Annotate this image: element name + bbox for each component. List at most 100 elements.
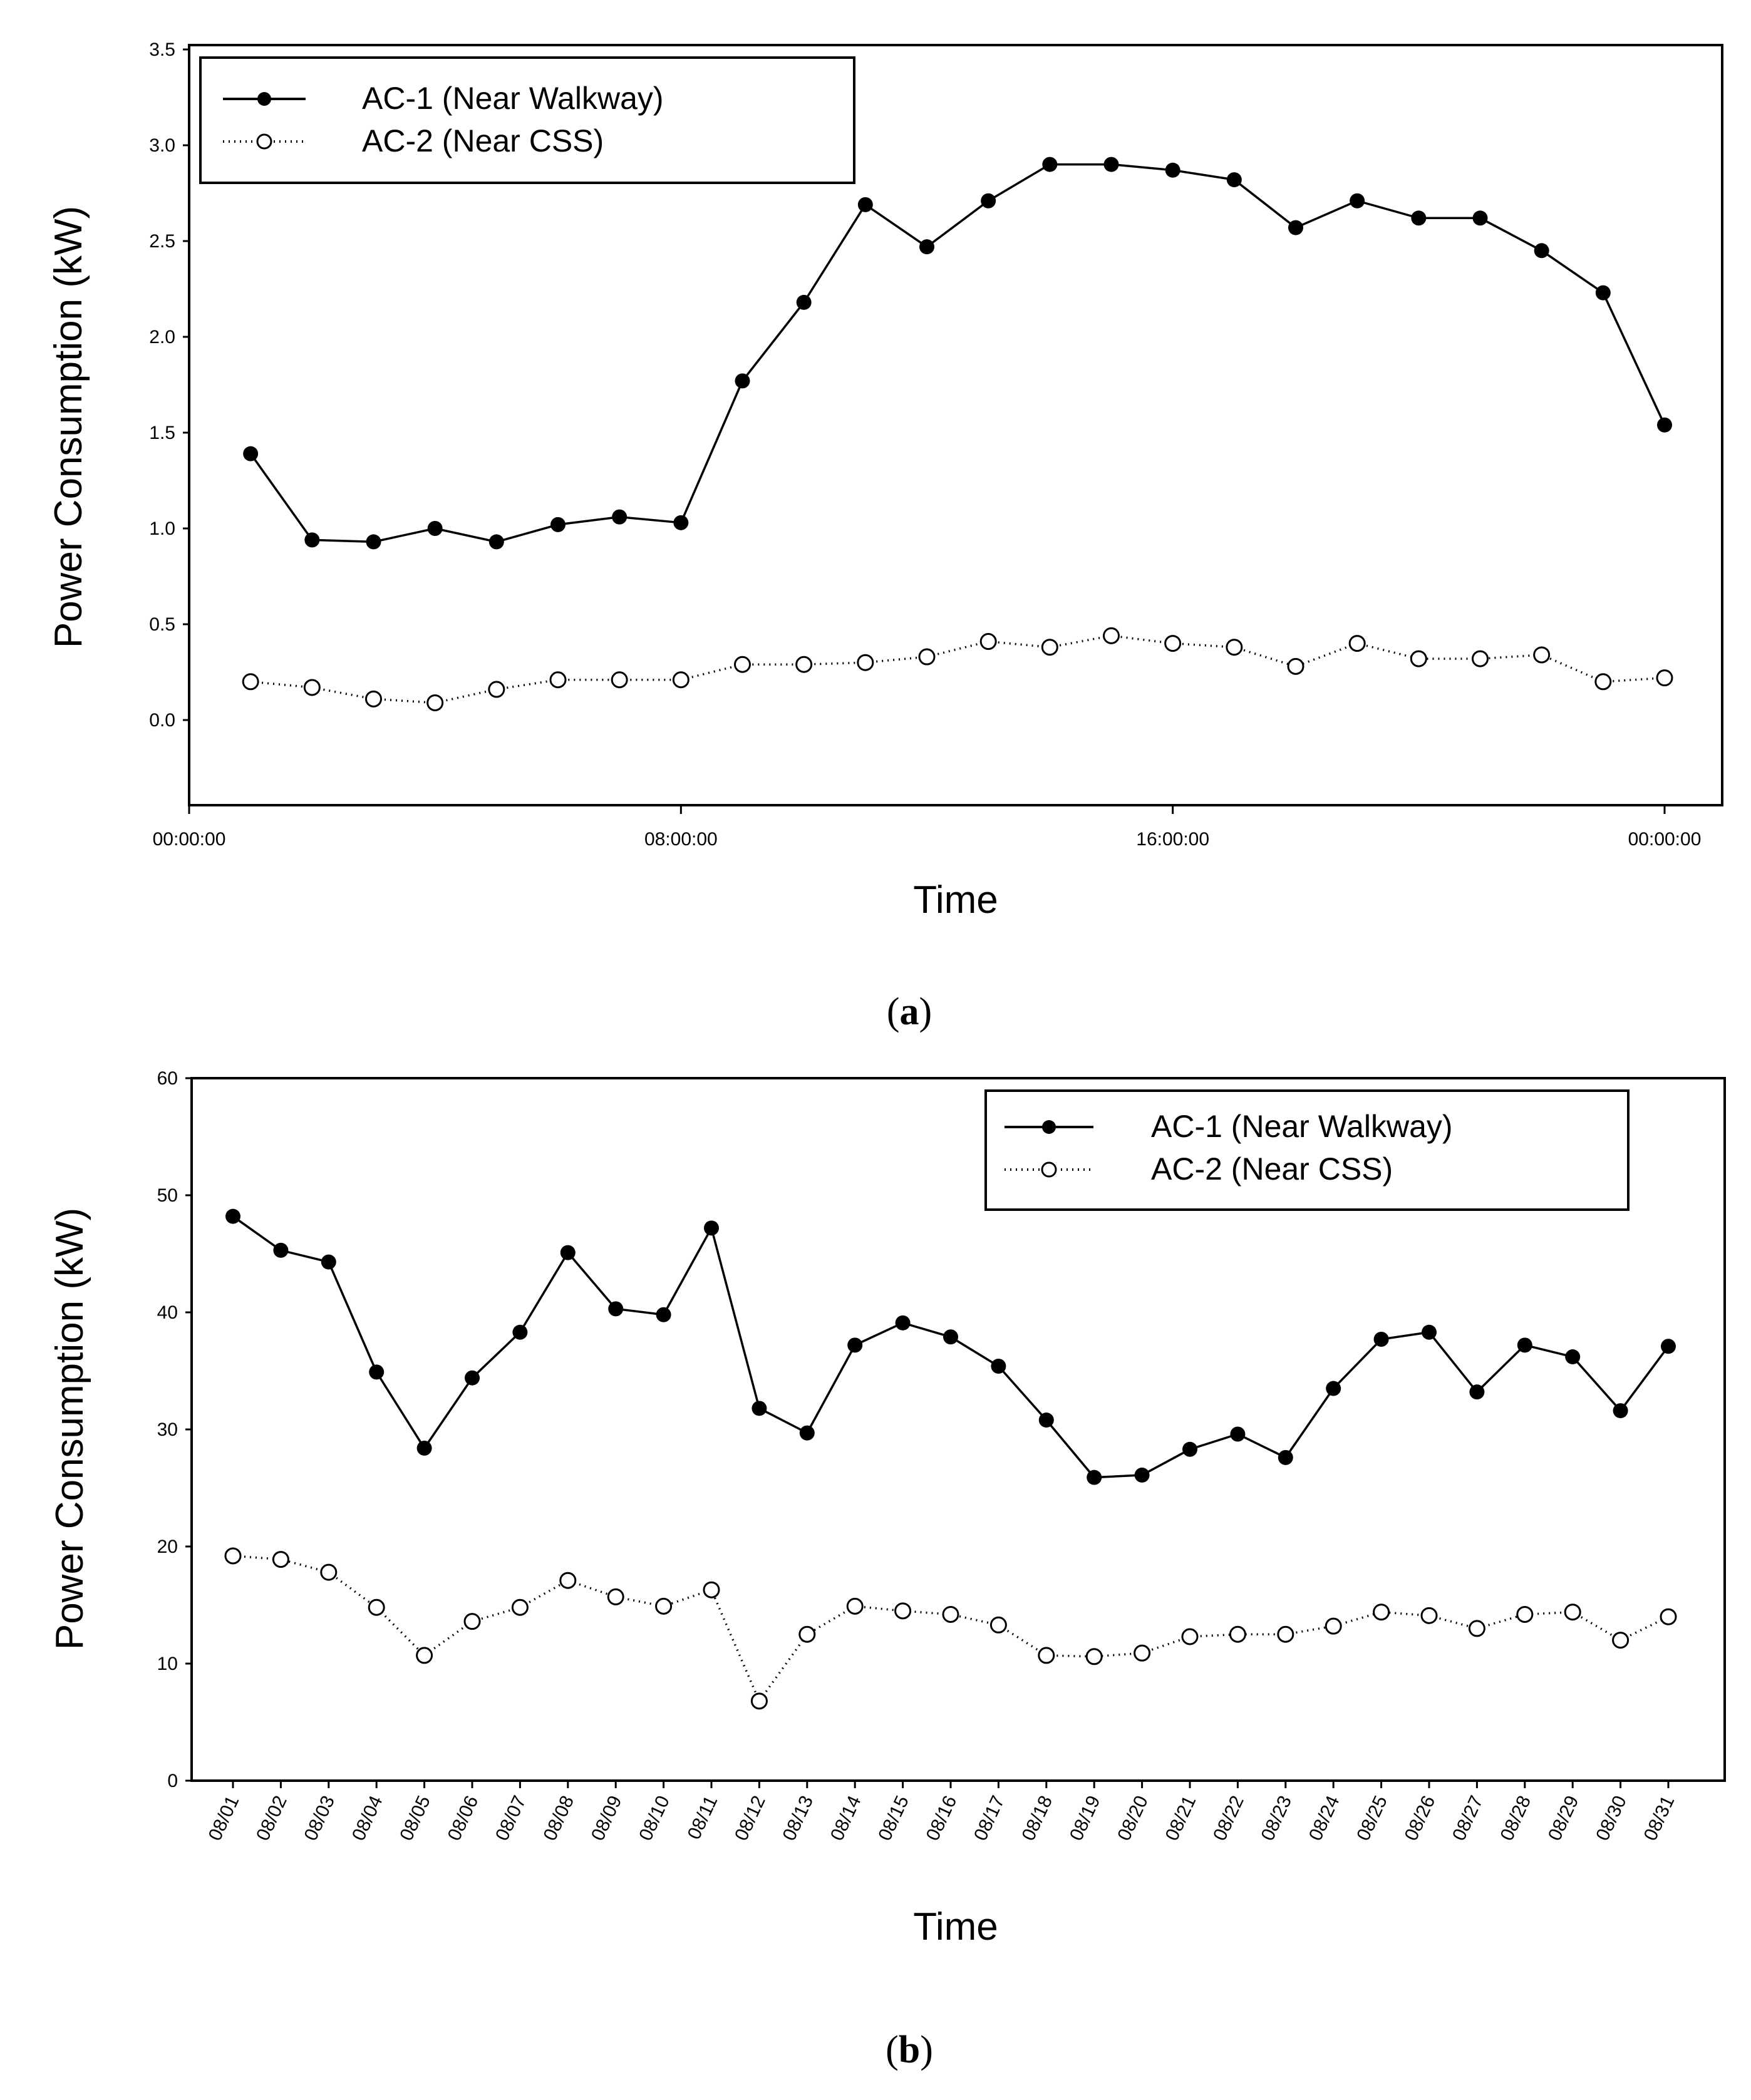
data-point bbox=[304, 532, 320, 548]
data-point bbox=[1226, 639, 1243, 656]
data-point bbox=[1517, 1337, 1532, 1353]
data-point bbox=[368, 1598, 385, 1616]
data-point bbox=[488, 534, 504, 550]
y-tick-label: 50 bbox=[157, 1185, 178, 1206]
chart-a-legend-label-1: AC-1 (Near Walkway) bbox=[362, 81, 664, 116]
y-tick-label: 30 bbox=[157, 1419, 178, 1440]
y-tick-label: 1.5 bbox=[149, 423, 175, 443]
data-point bbox=[1277, 1625, 1294, 1643]
data-point bbox=[1134, 1467, 1150, 1483]
data-point bbox=[857, 197, 873, 212]
data-point bbox=[1038, 1647, 1055, 1664]
data-point bbox=[895, 1315, 911, 1331]
data-point bbox=[512, 1324, 528, 1340]
data-point bbox=[1087, 1469, 1102, 1485]
data-point bbox=[1660, 1608, 1677, 1625]
data-point bbox=[550, 517, 566, 532]
data-point bbox=[919, 239, 934, 255]
data-point bbox=[1134, 1644, 1151, 1662]
data-point bbox=[488, 681, 505, 698]
data-point bbox=[416, 1647, 433, 1664]
data-point bbox=[1468, 1620, 1485, 1637]
data-point bbox=[1182, 1441, 1197, 1457]
data-point bbox=[608, 1301, 624, 1317]
series-ac2 bbox=[224, 1547, 1677, 1710]
data-point bbox=[559, 1572, 577, 1589]
data-point bbox=[1041, 639, 1058, 656]
chart-b-legend: AC-1 (Near Walkway) AC-2 (Near CSS) bbox=[984, 1089, 1630, 1211]
data-point bbox=[857, 654, 874, 671]
data-point bbox=[1373, 1603, 1390, 1621]
data-point bbox=[752, 1401, 767, 1416]
data-point bbox=[1103, 627, 1120, 644]
data-point bbox=[1472, 210, 1488, 226]
x-tick-label: 08:00:00 bbox=[644, 829, 718, 850]
data-point bbox=[981, 193, 996, 208]
data-point bbox=[894, 1602, 912, 1620]
data-point bbox=[1325, 1617, 1342, 1635]
series-ac2 bbox=[242, 627, 1673, 711]
data-point bbox=[1038, 1413, 1054, 1428]
data-point bbox=[918, 648, 936, 666]
data-point bbox=[225, 1208, 240, 1224]
data-point bbox=[1533, 646, 1551, 664]
legend-marker-filled bbox=[1042, 1120, 1056, 1134]
y-tick-label: 3.5 bbox=[149, 39, 175, 60]
x-tick-label: 16:00:00 bbox=[1136, 829, 1209, 850]
data-point bbox=[1085, 1648, 1103, 1665]
data-point bbox=[655, 1597, 673, 1615]
chart-b-legend-label-2: AC-2 (Near CSS) bbox=[1151, 1151, 1393, 1186]
data-point bbox=[1422, 1324, 1437, 1340]
data-point bbox=[1229, 1625, 1246, 1643]
data-point bbox=[1226, 172, 1242, 188]
y-tick-label: 3.0 bbox=[149, 135, 175, 156]
chart-a-plot-frame bbox=[188, 44, 1723, 806]
y-tick-label: 0 bbox=[167, 1771, 178, 1791]
data-point bbox=[1516, 1605, 1534, 1623]
data-point bbox=[943, 1329, 958, 1345]
data-point bbox=[1288, 220, 1303, 235]
chart-a: 0.0 0.5 1.0 1.5 2.0 2.5 3.0 3.5 00:00:00 08:00:0… bbox=[47, 39, 1723, 1033]
y-tick-label: 1.0 bbox=[149, 518, 175, 539]
data-point bbox=[1565, 1349, 1581, 1365]
chart-a-y-axis: 0.0 0.5 1.0 1.5 2.0 2.5 3.0 3.5 bbox=[149, 39, 189, 731]
data-point bbox=[426, 694, 444, 711]
data-point bbox=[1042, 157, 1058, 172]
data-point bbox=[656, 1307, 671, 1322]
series-line bbox=[249, 163, 1666, 543]
chart-a-y-axis-label: Power Consumption (kW) bbox=[47, 206, 90, 648]
data-point bbox=[611, 671, 628, 689]
y-tick-label: 2.5 bbox=[149, 231, 175, 252]
data-point bbox=[1165, 162, 1180, 178]
data-point bbox=[369, 1364, 385, 1380]
data-point bbox=[607, 1588, 624, 1605]
data-point bbox=[672, 671, 690, 689]
legend-marker-open bbox=[256, 133, 272, 150]
data-point bbox=[1595, 285, 1611, 301]
data-point bbox=[735, 373, 750, 389]
data-point bbox=[320, 1563, 338, 1581]
chart-a-caption: (a) bbox=[887, 991, 932, 1033]
data-point bbox=[242, 673, 259, 691]
data-point bbox=[1287, 657, 1304, 675]
y-tick-label: 10 bbox=[157, 1654, 178, 1674]
chart-b-y-axis-label: Power Consumption (kW) bbox=[48, 1208, 91, 1650]
data-point bbox=[1469, 1384, 1485, 1400]
y-tick-label: 20 bbox=[157, 1536, 178, 1557]
data-point bbox=[750, 1692, 768, 1710]
data-point bbox=[365, 690, 382, 708]
chart-a-legend-box bbox=[199, 56, 855, 184]
data-point bbox=[673, 515, 689, 530]
data-point bbox=[1657, 417, 1672, 433]
data-point bbox=[846, 1597, 864, 1615]
data-point bbox=[1594, 673, 1612, 691]
data-point bbox=[463, 1613, 481, 1630]
data-point bbox=[704, 1220, 719, 1236]
data-point bbox=[465, 1370, 480, 1386]
data-point bbox=[243, 446, 259, 461]
chart-b-x-axis-label: Time bbox=[913, 1905, 998, 1948]
data-point bbox=[1420, 1607, 1438, 1624]
chart-a-series bbox=[242, 157, 1673, 711]
data-point bbox=[427, 521, 443, 536]
